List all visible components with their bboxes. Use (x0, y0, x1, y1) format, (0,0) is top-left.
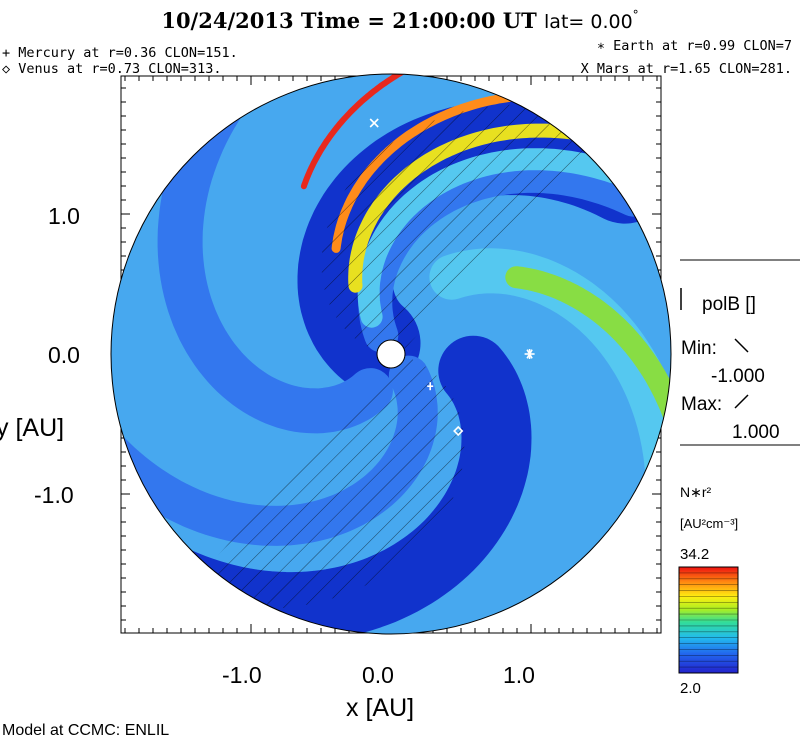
polb-title: polB [] (702, 294, 756, 315)
title-date: 10/24/2013 (161, 8, 294, 33)
y-axis-label: y [AU] (0, 414, 65, 442)
plot-title: 10/24/2013 Time = 21:00:00 UT lat= 0.00° (0, 8, 800, 33)
planet-mars-marker (369, 118, 379, 128)
density-label: N∗r² (680, 484, 712, 500)
degree-symbol: ° (632, 8, 639, 22)
min-hatch-icon (734, 338, 749, 353)
min-label: Min: (681, 338, 717, 359)
planet-venus-marker (453, 425, 464, 437)
mars-label: X Mars at r=1.65 CLON=281. (580, 61, 792, 77)
title-time: Time = 21:00:00 UT (300, 8, 537, 33)
max-label: Max: (681, 394, 723, 415)
y-tick-label: -1.0 (34, 482, 74, 508)
domain-boundary (110, 73, 672, 635)
title-lat: lat= 0.00 (544, 11, 633, 33)
footer-credit: Model at CCMC: ENLIL (2, 722, 170, 739)
sun-disk (376, 339, 406, 369)
planet-earth-marker (524, 349, 535, 359)
mercury-label: + Mercury at r=0.36 CLON=151. (2, 45, 238, 61)
venus-label: ◇ Venus at r=0.73 CLON=313. (2, 61, 222, 77)
planet-mercury-marker (427, 382, 434, 391)
green-stream (505, 266, 671, 435)
x-tick-label: -1.0 (222, 662, 262, 688)
colorbar-min-label: 2.0 (680, 680, 701, 697)
stream-red (300, 74, 414, 190)
x-tick-label: 1.0 (503, 662, 535, 688)
negative-polarity-hatch (180, 104, 612, 610)
x-tick-label: 0.0 (362, 662, 394, 688)
earth-label: ∗ Earth at r=0.99 CLON=7 (596, 38, 792, 54)
density-disk (111, 74, 671, 634)
min-value: -1.000 (711, 366, 765, 387)
max-hatch-icon (734, 394, 749, 409)
colorbar-bands (679, 572, 738, 668)
y-tick-label: 0.0 (48, 342, 80, 368)
max-value: 1.000 (732, 422, 780, 443)
density-units: [AU²cm⁻³] (680, 516, 739, 531)
colorbar-max-label: 34.2 (680, 546, 710, 563)
y-tick-label: 1.0 (48, 203, 80, 229)
x-axis-label: x [AU] (346, 694, 415, 722)
